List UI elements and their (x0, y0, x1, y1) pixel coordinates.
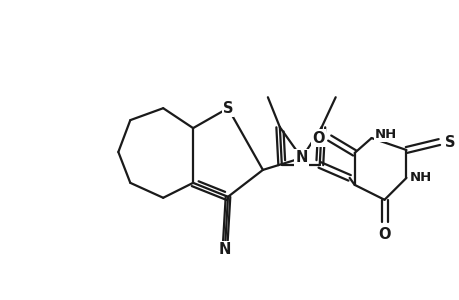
Text: S: S (444, 134, 455, 149)
Text: N: N (218, 242, 231, 257)
Text: O: O (312, 130, 324, 146)
Text: NH: NH (409, 171, 431, 184)
Text: N: N (295, 151, 308, 166)
Text: O: O (377, 226, 390, 242)
Text: NH: NH (374, 128, 396, 141)
Text: S: S (222, 101, 233, 116)
